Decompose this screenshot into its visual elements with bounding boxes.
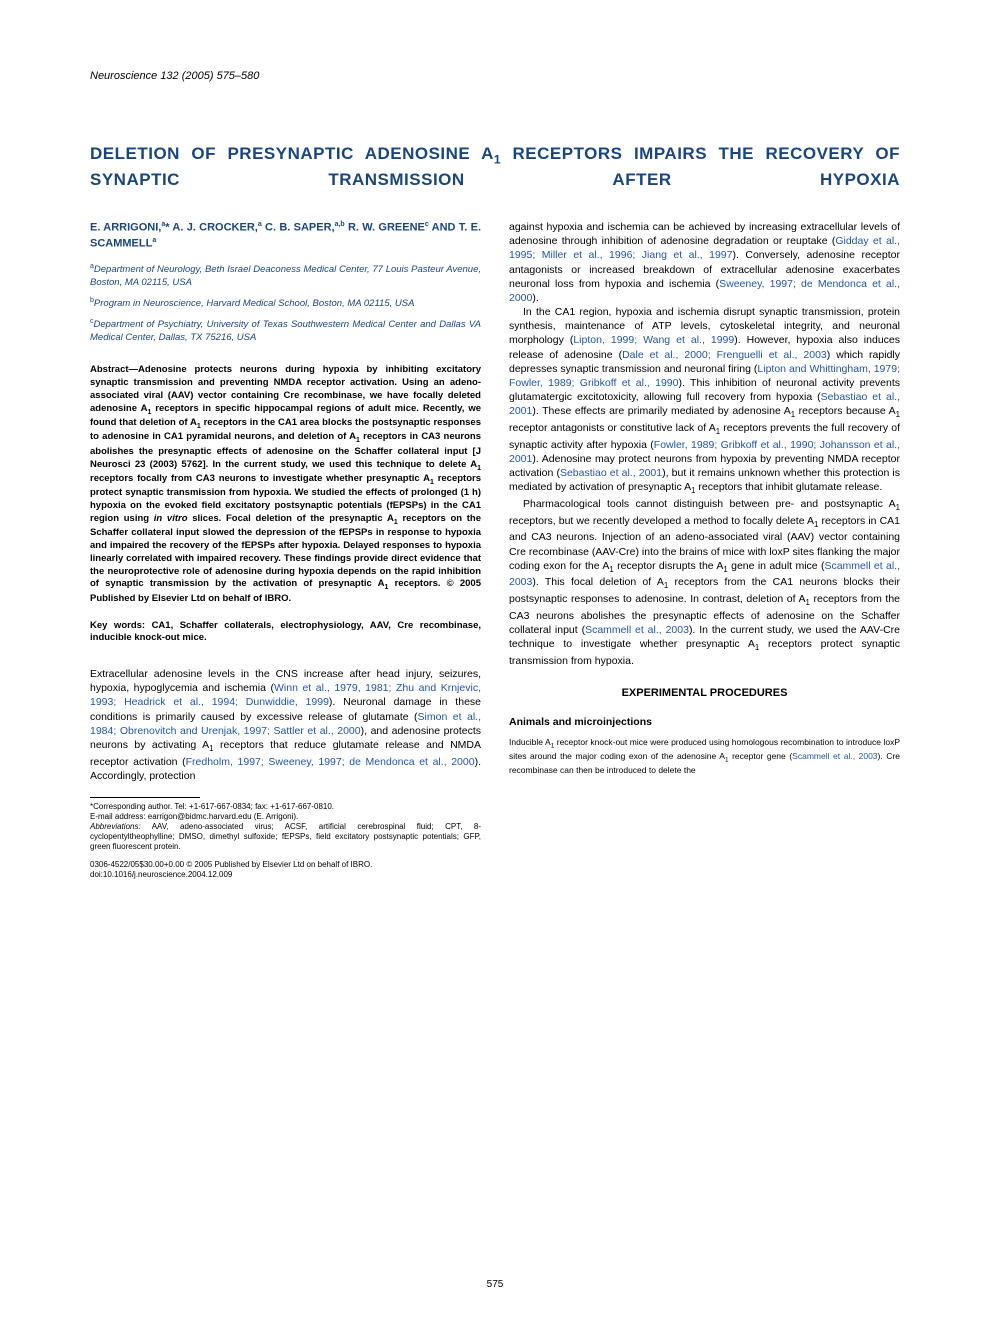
footnote-separator [90, 797, 200, 798]
two-column-layout: E. ARRIGONI,a* A. J. CROCKER,a C. B. SAP… [90, 220, 900, 880]
keywords-text: Key words: CA1, Schaffer collaterals, el… [90, 620, 481, 646]
corresponding-author-footnote: *Corresponding author. Tel: +1-617-667-0… [90, 802, 481, 852]
intro-para-3: Pharmacological tools cannot distinguish… [509, 497, 900, 668]
affiliation-c: cDepartment of Psychiatry, University of… [90, 317, 481, 344]
affiliation-b: bProgram in Neuroscience, Harvard Medica… [90, 296, 481, 311]
page-number: 575 [487, 1279, 504, 1290]
methods-para: Inducible A1 receptor knock-out mice wer… [509, 737, 900, 776]
right-column: against hypoxia and ischemia can be achi… [509, 220, 900, 880]
intro-para-1: against hypoxia and ischemia can be achi… [509, 220, 900, 305]
animals-subsection-header: Animals and microinjections [509, 715, 900, 729]
page-container: Neuroscience 132 (2005) 575–580 DELETION… [0, 0, 990, 1320]
abstract-text: Abstract—Adenosine protects neurons duri… [90, 364, 481, 605]
left-column: E. ARRIGONI,a* A. J. CROCKER,a C. B. SAP… [90, 220, 481, 880]
journal-citation: Neuroscience 132 (2005) 575–580 [90, 70, 900, 82]
article-title: DELETION OF PRESYNAPTIC ADENOSINE A1 REC… [90, 142, 900, 192]
authors-list: E. ARRIGONI,a* A. J. CROCKER,a C. B. SAP… [90, 220, 481, 252]
intro-para-2: In the CA1 region, hypoxia and ischemia … [509, 305, 900, 497]
affiliation-a: aDepartment of Neurology, Beth Israel De… [90, 262, 481, 289]
intro-para-left: Extracellular adenosine levels in the CN… [90, 667, 481, 783]
copyright-doi: 0306-4522/05$30.00+0.00 © 2005 Published… [90, 860, 481, 880]
experimental-procedures-header: EXPERIMENTAL PROCEDURES [509, 686, 900, 701]
